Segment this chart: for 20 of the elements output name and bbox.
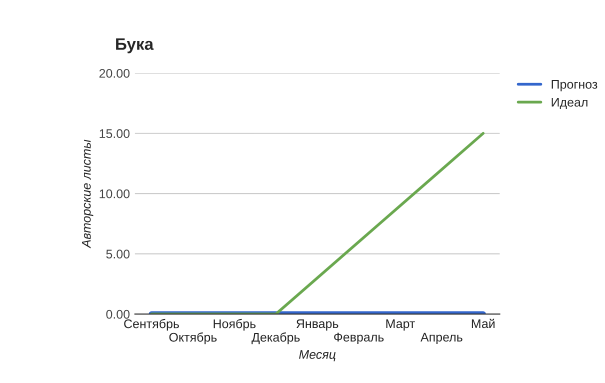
line-series — [150, 132, 485, 314]
x-tick-label: Декабрь — [252, 332, 300, 344]
x-tick-label: Ноябрь — [214, 318, 256, 331]
x-tick-label: Март — [386, 319, 415, 331]
x-tick-label: Май — [472, 318, 495, 328]
y-tick-label: 10.00 — [100, 189, 130, 198]
y-axis-title: Авторские листы — [82, 140, 94, 248]
x-tick-label: Апрель — [420, 332, 462, 344]
x-tick-label: Сентябрь — [124, 318, 179, 331]
y-tick-label: 15.00 — [100, 129, 130, 138]
x-tick-label: Февраль — [334, 332, 384, 344]
y-tick-label: 0.00 — [106, 310, 130, 319]
y-tick-label: 5.00 — [106, 250, 130, 258]
chart-title: Бука — [116, 38, 154, 54]
x-axis-title: Месяц — [299, 350, 336, 362]
x-tick-label: Январь — [296, 319, 338, 331]
legend-label: Идеал — [552, 98, 588, 110]
y-tick-label: 20.00 — [99, 68, 130, 78]
legend-label: Прогноз — [552, 80, 598, 92]
x-tick-label: Октябрь — [169, 332, 217, 344]
